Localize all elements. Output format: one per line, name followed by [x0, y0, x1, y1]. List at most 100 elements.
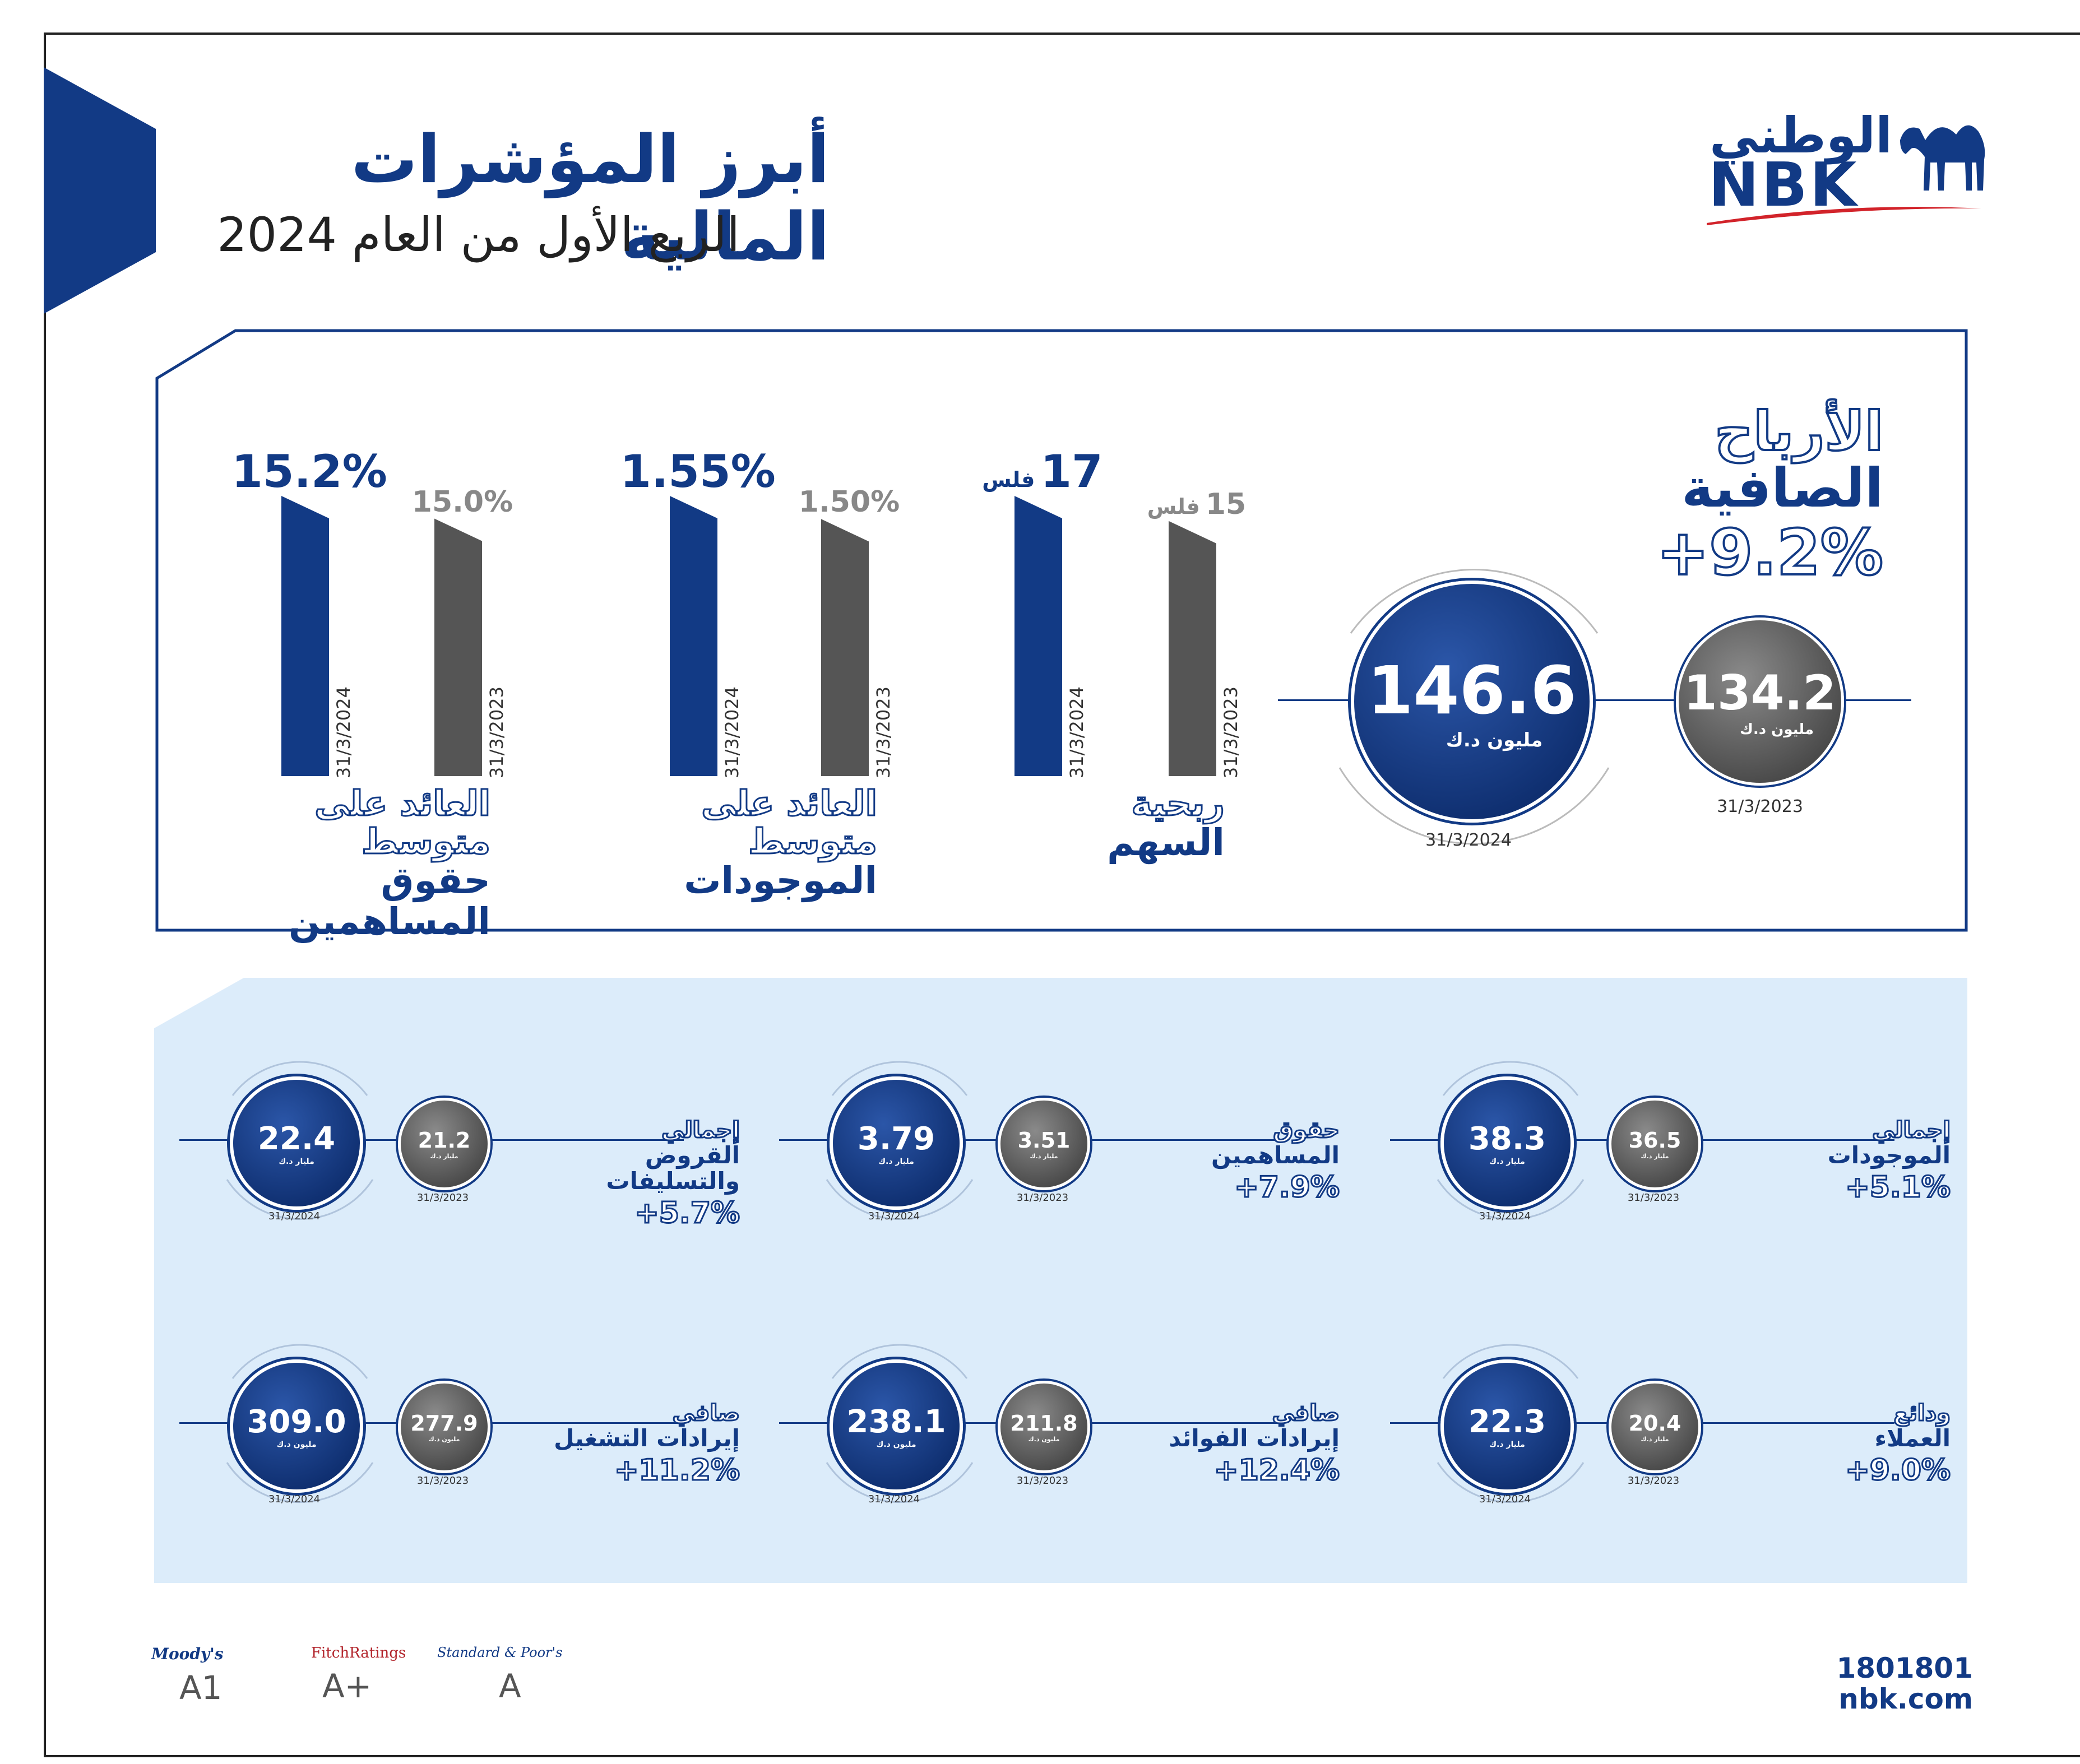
metric-total-assets-previous-circle: 36.5 مليار د.ك: [1609, 1098, 1701, 1190]
metric-net-interest-income-change: +12.4%: [1213, 1453, 1341, 1488]
metric-customer-deposits-previous-circle: 20.4 مليار د.ك: [1609, 1381, 1701, 1473]
metric-net-operating-income-previous-date: 31/3/2023: [416, 1475, 469, 1487]
metric-customer-deposits-change: +9.0%: [1845, 1453, 1952, 1488]
metric-shareholders-equity: 3.79 مليار د.ك 31/3/2024 3.51 مليار د.ك …: [779, 1045, 1345, 1247]
metric-customer-deposits-label: ودائع العملاء +9.0%: [1704, 1400, 1952, 1488]
metric-net-operating-income-label-line2: إيرادات التشغيل: [554, 1424, 740, 1452]
bar-roae-current-value: 15.2%: [197, 445, 421, 498]
bar-roaa-label: العائد على متوسط الموجودات: [580, 783, 878, 903]
bar-roaa-current-number: 1.55%: [620, 445, 776, 498]
bar-eps-current-date: 31/3/2024: [1066, 686, 1087, 779]
metric-net-operating-income-current-value: 309.0: [247, 1403, 346, 1440]
page-frame: [44, 33, 2080, 1757]
bar-eps-label: ربحية السهم: [925, 783, 1226, 864]
metric-shareholders-equity-previous-date: 31/3/2023: [1016, 1192, 1069, 1204]
metric-shareholders-equity-previous-unit: مليار د.ك: [1030, 1153, 1058, 1160]
metric-shareholders-equity-label-line2: المساهمين: [1211, 1141, 1340, 1169]
net-profit-current-date: 31/3/2024: [1425, 830, 1512, 850]
contact-website[interactable]: nbk.com: [1838, 1683, 1973, 1715]
bar-roaa-label-line2: الموجودات: [684, 859, 877, 903]
metric-net-interest-income-previous-value: 211.8: [1010, 1411, 1078, 1436]
logo-swoosh: [1707, 207, 1981, 225]
metric-net-interest-income-previous-date: 31/3/2023: [1016, 1475, 1069, 1487]
metric-total-assets-label-line1: إجمالي: [1871, 1117, 1952, 1144]
metric-total-loans-current-unit: مليار د.ك: [279, 1157, 314, 1166]
metric-shareholders-equity-current-unit: مليار د.ك: [878, 1157, 914, 1166]
metric-customer-deposits: 22.3 مليار د.ك 31/3/2024 20.4 مليار د.ك …: [1390, 1328, 1956, 1530]
net-profit-current-value: 146.6: [1367, 652, 1577, 729]
bar-eps-current: [1014, 496, 1062, 776]
bar-roaa-previous-date: 31/3/2023: [873, 686, 894, 779]
net-profit-label: الأرباح الصافية +9.2%: [1569, 400, 1884, 591]
bar-roae-current-date: 31/3/2024: [333, 686, 354, 779]
rating-agency-fitch: FitchRatings: [311, 1645, 406, 1661]
metric-net-interest-income-label-line2: إيرادات الفوائد: [1169, 1424, 1340, 1452]
metric-total-loans-arcs: [226, 1061, 374, 1220]
metric-total-assets: 38.3 مليار د.ك 31/3/2024 36.5 مليار د.ك …: [1390, 1045, 1956, 1247]
metric-customer-deposits-current-circle: 22.3 مليار د.ك: [1440, 1359, 1574, 1493]
metric-net-interest-income-arcs: [826, 1344, 974, 1503]
net-profit-label-line1: الأرباح: [1713, 400, 1884, 463]
metric-net-interest-income-label: صافي إيرادات الفوائد +12.4%: [1093, 1400, 1341, 1488]
net-profit-previous-value: 134.2: [1683, 665, 1837, 721]
bar-roae-current: [281, 496, 329, 776]
rating-value-moodys: A1: [179, 1669, 223, 1707]
net-profit-connector: [1278, 699, 1911, 701]
metric-net-operating-income-current-unit: مليون د.ك: [276, 1440, 317, 1449]
metric-shareholders-equity-previous-value: 3.51: [1017, 1128, 1071, 1153]
metric-shareholders-equity-current-date: 31/3/2024: [868, 1210, 920, 1222]
bar-eps-current-unit: فلس: [982, 467, 1035, 492]
bar-roaa-previous-number: 1.50%: [798, 485, 900, 519]
contact-phone[interactable]: 1801801: [1836, 1652, 1973, 1684]
bar-eps-label-line1: ربحية: [1131, 783, 1226, 824]
net-profit-change: +9.2%: [1656, 516, 1884, 591]
metric-customer-deposits-arcs: [1437, 1344, 1585, 1503]
bar-roae-label-line1: العائد على متوسط: [314, 783, 492, 862]
metric-total-loans-previous-unit: مليار د.ك: [430, 1153, 458, 1160]
metric-net-operating-income-arcs: [226, 1344, 374, 1503]
bar-roae-previous: [434, 518, 482, 776]
bar-roae-label-line2: حقوق المساهمين: [289, 859, 490, 943]
metric-net-interest-income-current-circle: 238.1 مليون د.ك: [830, 1359, 963, 1493]
bar-roaa-current: [670, 496, 717, 776]
metric-net-interest-income-current-value: 238.1: [846, 1403, 946, 1440]
metric-net-interest-income-current-date: 31/3/2024: [868, 1493, 920, 1505]
rating-agency-moodys: Moody's: [151, 1645, 224, 1663]
logo-latin: NBK: [1708, 150, 1859, 220]
metric-shareholders-equity-current-circle: 3.79 مليار د.ك: [830, 1076, 963, 1210]
bar-roae-previous-value: 15.0%: [350, 485, 575, 519]
net-profit-previous-circle: 134.2 مليون د.ك: [1676, 618, 1844, 786]
metric-customer-deposits-current-date: 31/3/2024: [1479, 1493, 1531, 1505]
metric-customer-deposits-current-unit: مليار د.ك: [1489, 1440, 1525, 1449]
metric-total-loans-previous-circle: 21.2 مليار د.ك: [398, 1098, 490, 1190]
metric-total-assets-arcs: [1437, 1061, 1585, 1220]
metric-total-assets-previous-unit: مليار د.ك: [1641, 1153, 1669, 1160]
bar-roaa-label-line1: العائد على متوسط: [701, 783, 878, 862]
upper-panel-border: [155, 329, 1968, 932]
metric-total-loans-previous-value: 21.2: [418, 1128, 471, 1153]
metric-net-operating-income: 309.0 مليون د.ك 31/3/2024 277.9 مليون د.…: [179, 1328, 745, 1530]
ratings-row: Moody's A1 FitchRatings A+ Standard & Po…: [151, 1645, 633, 1723]
page-subtitle: الربع الأول من العام 2024: [217, 207, 740, 262]
metric-customer-deposits-label-line1: ودائع: [1893, 1400, 1951, 1427]
metric-net-operating-income-previous-value: 277.9: [410, 1411, 478, 1436]
camel-icon: [1900, 125, 1985, 191]
rating-fitch: FitchRatings A+: [311, 1645, 423, 1705]
bar-eps-previous-date: 31/3/2023: [1220, 686, 1241, 779]
metric-total-loans: 22.4 مليار د.ك 31/3/2024 21.2 مليار د.ك …: [179, 1045, 745, 1247]
bar-eps-current-number: 17: [1040, 445, 1103, 498]
metric-total-loans-change: +5.7%: [634, 1196, 741, 1231]
metric-net-interest-income-previous-unit: مليون د.ك: [1028, 1436, 1060, 1443]
metric-total-assets-label-line2: الموجودات: [1827, 1141, 1951, 1169]
metric-shareholders-equity-label: حقوق المساهمين +7.9%: [1093, 1117, 1341, 1205]
metric-customer-deposits-current-value: 22.3: [1468, 1403, 1546, 1440]
metric-total-assets-change: +5.1%: [1845, 1170, 1952, 1205]
metric-total-assets-previous-date: 31/3/2023: [1627, 1192, 1680, 1204]
metric-net-operating-income-current-circle: 309.0 مليون د.ك: [230, 1359, 363, 1493]
bar-charts: [281, 496, 1216, 776]
metric-net-operating-income-change: +11.2%: [614, 1453, 741, 1488]
metric-customer-deposits-previous-value: 20.4: [1628, 1411, 1681, 1436]
bar-eps-current-value: 17فلس: [930, 445, 1155, 498]
metric-total-loans-label-line3: والتسليفات: [606, 1167, 740, 1195]
